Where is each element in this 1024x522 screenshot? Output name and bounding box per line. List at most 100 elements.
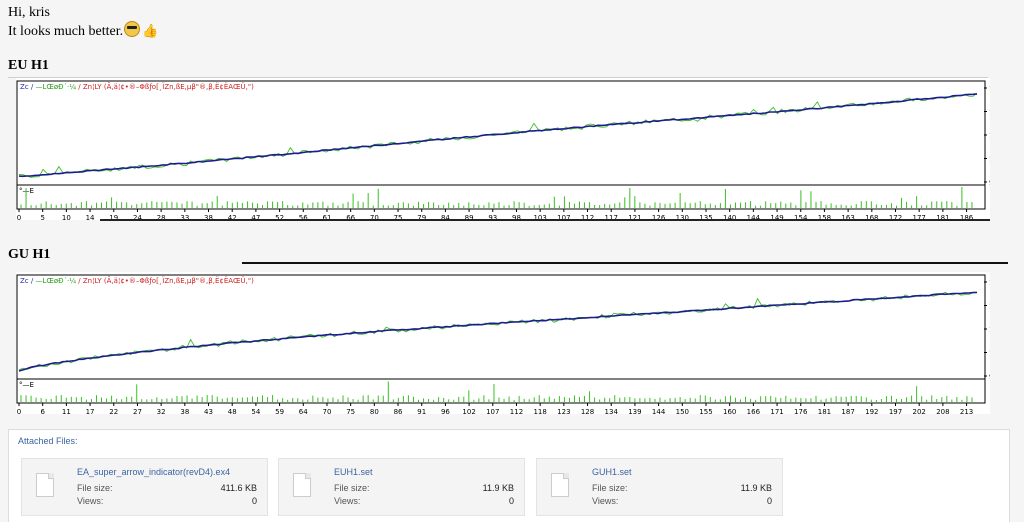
y-tick-label: 1344 [989, 303, 990, 311]
attachment-card[interactable]: EUH1.set File size: 11.9 KB Views: 0 [278, 458, 525, 516]
x-tick-label: 66 [346, 214, 355, 220]
x-tick-label: 52 [275, 214, 284, 220]
y-tick-label: 1098 [989, 350, 990, 358]
message-text: It looks much better. [8, 24, 124, 39]
thumbs-up-icon: 👍 [142, 24, 159, 39]
sub-plot-label: °—E [19, 381, 34, 389]
x-tick-label: 79 [417, 214, 426, 220]
x-tick-label: 177 [913, 214, 926, 220]
sub-plot-frame [16, 184, 986, 210]
x-tick-label: 33 [180, 214, 189, 220]
file-size-row: File size: 11.9 KB [334, 483, 514, 493]
x-tick-label: 166 [747, 408, 761, 414]
x-tick-label: 149 [770, 214, 783, 220]
y-tick-label: 1226 [989, 85, 990, 93]
file-icon [36, 473, 54, 497]
x-tick-label: 208 [936, 408, 949, 414]
attachment-card[interactable]: EA_super_arrow_indicator(revD4).ex4 File… [21, 458, 268, 516]
x-tick-label: 28 [157, 214, 166, 220]
divider [100, 219, 990, 221]
x-tick-label: 102 [462, 408, 475, 414]
x-tick-label: 0 [17, 408, 21, 414]
x-tick-label: 84 [441, 214, 450, 220]
x-tick-label: 6 [40, 408, 45, 414]
attachment-filename[interactable]: EUH1.set [334, 467, 373, 477]
x-tick-label: 75 [346, 408, 355, 414]
x-tick-label: 181 [936, 214, 949, 220]
x-tick-label: 158 [818, 214, 831, 220]
x-tick-label: 140 [723, 214, 736, 220]
x-tick-label: 176 [794, 408, 808, 414]
x-tick-label: 126 [652, 214, 666, 220]
x-tick-label: 19 [109, 214, 118, 220]
y-tick-label: 1106 [989, 132, 990, 140]
views-row: Views: 0 [334, 496, 514, 506]
x-tick-label: 103 [533, 214, 546, 220]
x-tick-label: 10 [62, 214, 71, 220]
chart-legend: Zc / —LŒøÐ´·¼ / Zn¦LY (Ã,ä¦¢•®–Φßƒο[¸ÏZn… [20, 82, 254, 91]
blue-series-line [18, 291, 978, 372]
x-tick-label: 144 [747, 214, 761, 220]
divider [8, 77, 988, 78]
x-tick-label: 128 [581, 408, 594, 414]
x-tick-label: 75 [394, 214, 403, 220]
x-tick-label: 121 [628, 214, 641, 220]
x-tick-label: 22 [109, 408, 118, 414]
x-tick-label: 155 [699, 408, 712, 414]
attached-files-title: Attached Files: [18, 436, 78, 446]
views-row: Views: 0 [77, 496, 257, 506]
y-tick-label: 1467 [989, 279, 990, 287]
x-tick-label: 150 [676, 408, 689, 414]
file-icon [293, 473, 311, 497]
x-tick-label: 89 [465, 214, 474, 220]
main-plot-frame [16, 80, 986, 186]
section-title-gu: GU H1 [8, 247, 51, 262]
x-tick-label: 187 [841, 408, 854, 414]
file-size-row: File size: 11.9 KB [592, 483, 772, 493]
x-tick-label: 70 [322, 408, 331, 414]
x-tick-label: 139 [628, 408, 641, 414]
x-tick-label: 163 [841, 214, 854, 220]
x-tick-label: 160 [723, 408, 736, 414]
y-tick-label: 1046 [989, 156, 990, 164]
x-tick-label: 154 [794, 214, 808, 220]
x-tick-label: 14 [86, 214, 95, 220]
x-tick-label: 213 [960, 408, 973, 414]
attachment-filename[interactable]: EA_super_arrow_indicator(revD4).ex4 [77, 467, 231, 477]
x-tick-label: 42 [228, 214, 237, 220]
gu-h1-equity-chart: Zc / —LŒøÐ´·¼ / Zn¦LY (Ã,ä¦¢•®–Φßƒο[¸ÏZn… [16, 274, 990, 414]
blue-series-line [18, 93, 978, 178]
x-tick-label: 38 [204, 214, 213, 220]
chart-legend: Zc / —LŒøÐ´·¼ / Zn¦LY (Ã,ä¦¢•®–Φßƒο[¸ÏZn… [20, 276, 254, 285]
x-tick-label: 98 [512, 214, 521, 220]
x-tick-label: 93 [488, 214, 497, 220]
attachment-card[interactable]: GUH1.set File size: 11.9 KB Views: 0 [536, 458, 783, 516]
x-tick-label: 112 [581, 214, 594, 220]
x-tick-label: 168 [865, 214, 878, 220]
file-size-row: File size: 411.6 KB [77, 483, 257, 493]
x-tick-label: 96 [441, 408, 450, 414]
section-title-eu: EU H1 [8, 58, 49, 73]
x-tick-label: 181 [818, 408, 831, 414]
x-tick-label: 130 [676, 214, 689, 220]
x-tick-label: 54 [251, 408, 260, 414]
x-tick-label: 186 [960, 214, 974, 220]
x-tick-label: 56 [299, 214, 308, 220]
x-tick-label: 134 [605, 408, 619, 414]
x-tick-label: 47 [251, 214, 260, 220]
x-tick-label: 117 [605, 214, 618, 220]
x-tick-label: 80 [370, 408, 379, 414]
attachment-filename[interactable]: GUH1.set [592, 467, 632, 477]
sub-plot-frame [16, 378, 986, 404]
x-tick-label: 171 [770, 408, 783, 414]
chart-gu-h1: Zc / —LŒøÐ´·¼ / Zn¦LY (Ã,ä¦¢•®–Φßƒο[¸ÏZn… [16, 272, 990, 414]
x-tick-label: 91 [417, 408, 426, 414]
x-tick-label: 32 [157, 408, 166, 414]
x-tick-label: 197 [889, 408, 902, 414]
x-tick-label: 59 [275, 408, 284, 414]
y-tick-label: 1166 [989, 109, 990, 117]
x-tick-label: 192 [865, 408, 878, 414]
x-tick-label: 11 [62, 408, 71, 414]
x-tick-label: 38 [180, 408, 189, 414]
